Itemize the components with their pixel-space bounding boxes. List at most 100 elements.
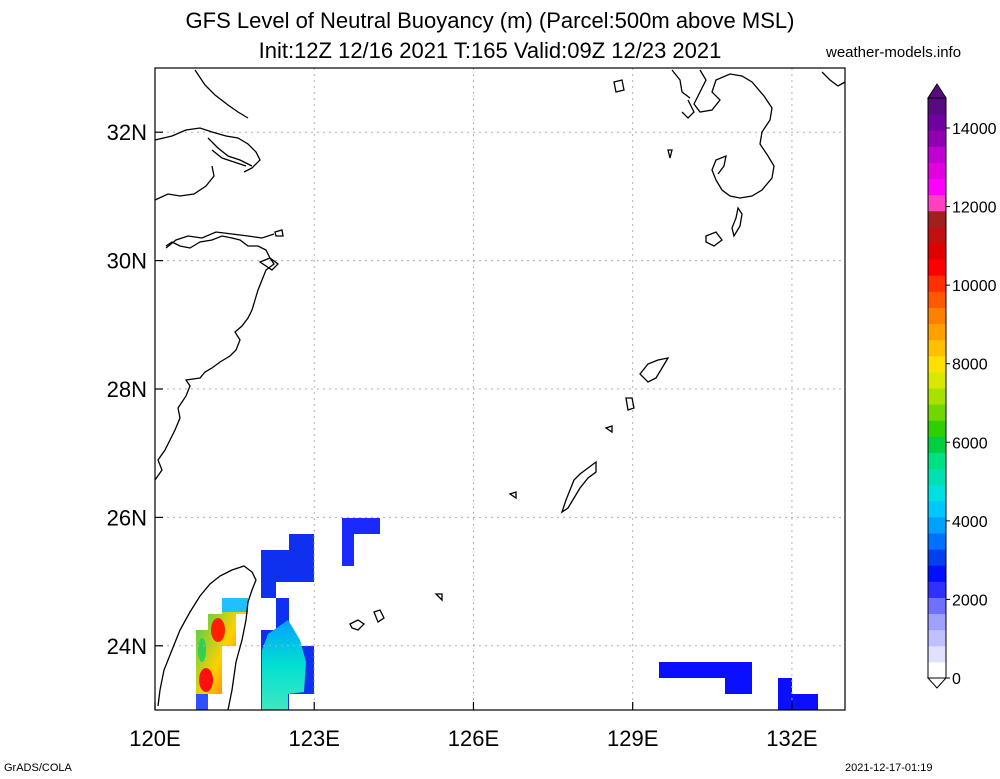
coast-kumejima: [508, 491, 517, 500]
colorbar-swatch: [928, 114, 946, 131]
colorbar-label: 8000: [952, 357, 988, 374]
lat-axis: 24N 26N 28N 30N 32N: [107, 120, 163, 659]
coastlines: [154, 69, 846, 711]
map-title-line2: Init:12Z 12/16 2021 T:165 Valid:09Z 12/2…: [258, 38, 722, 63]
colorbar-swatch: [928, 420, 946, 437]
lat-tick-label: 30N: [107, 249, 147, 274]
lat-tick-label: 32N: [107, 120, 147, 145]
lnb-cell-east-taiwan-north: [261, 534, 314, 598]
coast-china-mainland: [154, 235, 275, 481]
coast-hangzhou-bay: [165, 231, 275, 249]
colorbar-swatch: [928, 645, 946, 663]
lnb-cell-north-gap: [354, 534, 366, 550]
footer-timestamp: 2021-12-17-01:19: [845, 762, 933, 774]
coast-miyako: [373, 609, 385, 623]
colorbar-label: 4000: [952, 514, 988, 531]
colorbar-swatch: [928, 388, 946, 405]
coast-taiwan: [157, 565, 257, 711]
colorbar-swatch: [928, 661, 946, 679]
colorbar-swatch: [928, 500, 946, 518]
coast-tanegashima: [731, 206, 743, 238]
coast-yangtze: [154, 127, 261, 173]
colorbar-label: 0: [952, 671, 961, 688]
coast-north: [194, 69, 249, 119]
coast-central: [154, 165, 215, 201]
colorbar-label: 12000: [952, 200, 997, 217]
colorbar-swatch: [928, 516, 946, 534]
lat-lon-grid: [155, 68, 845, 710]
coast-chusan-1: [274, 229, 284, 237]
lnb-cell-southeast: [659, 662, 752, 694]
colorbar-swatch: [928, 194, 946, 212]
colorbar-max-arrow: [927, 83, 947, 99]
colorbar-swatch: [928, 226, 946, 244]
colorbar-swatch: [928, 291, 946, 308]
coast-chusan-2: [258, 257, 279, 271]
colorbar-swatch: [928, 468, 946, 486]
lnb-core-red-2: [199, 668, 213, 692]
colorbar-swatch: [928, 436, 946, 453]
lnb-core-red-1: [211, 618, 225, 642]
colorbar-swatch: [928, 484, 946, 502]
colorbar-swatch: [928, 178, 946, 196]
coast-yangtze-2: [207, 137, 253, 167]
lon-tick-label: 129E: [607, 726, 658, 751]
lat-tick-label: 28N: [107, 377, 147, 402]
colorbar-label: 6000: [952, 435, 988, 452]
colorbar-swatch: [928, 613, 946, 631]
colorbar-label: 10000: [952, 278, 997, 295]
coast-senkaku: [434, 593, 443, 602]
lat-tick-label: 24N: [107, 634, 147, 659]
coast-ishigaki: [349, 619, 366, 631]
colorbar-swatch: [928, 210, 946, 228]
site-credit: weather-models.info: [826, 44, 962, 61]
lon-tick-label: 126E: [448, 726, 499, 751]
coast-amami: [639, 357, 670, 383]
coast-kyushu-west: [671, 69, 695, 119]
colorbar-swatch: [928, 597, 946, 615]
lon-tick-label: 120E: [129, 726, 180, 751]
colorbar-swatch: [928, 259, 946, 276]
colorbar-min-arrow: [926, 677, 948, 689]
colorbar-label: 2000: [952, 592, 988, 609]
lnb-cell-far-southeast: [778, 678, 818, 710]
colorbar-swatch: [928, 243, 946, 260]
colorbar-swatch: [928, 371, 946, 389]
lon-axis: 120E 123E 126E 129E 132E: [129, 702, 818, 751]
coast-okinoerabu: [604, 425, 613, 434]
colorbar-swatch: [928, 533, 946, 550]
coast-shikoku: [821, 71, 846, 87]
colorbar-swatch: [928, 549, 946, 566]
colorbar-swatch: [928, 146, 946, 163]
lnb-shading: [196, 518, 818, 710]
colorbar-swatch: [928, 98, 946, 115]
colorbar-swatch: [928, 275, 946, 292]
lnb-core-cyan: [222, 598, 248, 612]
colorbar-swatch: [928, 130, 946, 147]
lon-tick-label: 123E: [289, 726, 340, 751]
colorbar-swatch: [928, 404, 946, 421]
lat-tick-label: 26N: [107, 505, 147, 530]
colorbar-swatch: [928, 307, 946, 325]
footer-credit: GrADS/COLA: [4, 762, 72, 774]
coast-tokunoshima: [625, 397, 635, 411]
colorbar-swatch: [928, 323, 946, 341]
colorbar-swatch: [928, 565, 946, 582]
colorbar-swatch: [928, 355, 946, 373]
colorbar-swatch: [928, 629, 946, 647]
lnb-cell-east-taiwan-core: [262, 620, 306, 710]
lnb-core-green: [198, 638, 206, 662]
colorbar-swatch: [928, 162, 946, 180]
map-title-line1: GFS Level of Neutral Buoyancy (m) (Parce…: [185, 8, 795, 33]
colorbar: 0 2000 4000 6000 8000 10000 12000 14000: [926, 83, 997, 689]
coast-goto: [613, 79, 673, 159]
coast-yakushima: [705, 231, 723, 247]
lon-tick-label: 132E: [766, 726, 817, 751]
lnb-edge-blue: [196, 694, 208, 710]
coast-kyushu: [693, 69, 775, 199]
colorbar-swatch: [928, 452, 946, 470]
colorbar-swatch: [928, 581, 946, 598]
colorbar-label: 14000: [952, 121, 997, 138]
coast-okinawa: [560, 460, 597, 514]
